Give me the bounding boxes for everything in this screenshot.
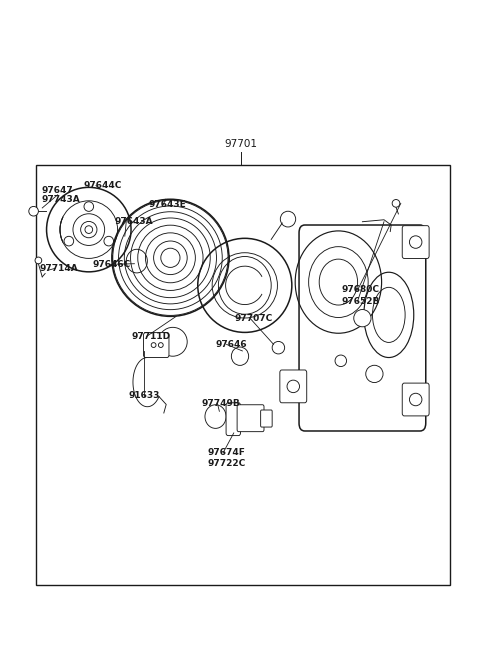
FancyBboxPatch shape — [299, 225, 426, 431]
Text: 97743A: 97743A — [42, 195, 81, 204]
Text: 97643A: 97643A — [114, 217, 153, 226]
Text: 97701: 97701 — [225, 139, 257, 149]
Text: 97722C: 97722C — [207, 459, 246, 468]
FancyBboxPatch shape — [261, 410, 272, 427]
Ellipse shape — [366, 365, 383, 382]
Ellipse shape — [335, 355, 347, 367]
Text: 97749B: 97749B — [202, 399, 240, 408]
Ellipse shape — [409, 393, 422, 406]
Text: 97714A: 97714A — [39, 264, 78, 273]
Text: 97644C: 97644C — [84, 181, 122, 190]
Text: 97680C: 97680C — [342, 285, 380, 295]
Text: 97643E: 97643E — [149, 200, 187, 209]
Ellipse shape — [158, 342, 163, 348]
Text: 97646: 97646 — [215, 340, 247, 349]
Ellipse shape — [151, 342, 156, 348]
FancyBboxPatch shape — [280, 370, 307, 403]
Bar — [36, 165, 450, 585]
Text: 97646C: 97646C — [92, 260, 131, 269]
FancyBboxPatch shape — [144, 333, 169, 358]
Text: 97707C: 97707C — [234, 314, 273, 323]
Ellipse shape — [287, 380, 300, 393]
Ellipse shape — [29, 207, 38, 216]
FancyBboxPatch shape — [226, 403, 240, 436]
Text: 97652B: 97652B — [342, 297, 380, 306]
Ellipse shape — [354, 310, 371, 327]
Text: 97674F: 97674F — [207, 448, 245, 457]
Ellipse shape — [409, 236, 422, 249]
Text: 91633: 91633 — [129, 391, 160, 400]
Ellipse shape — [272, 341, 285, 354]
FancyBboxPatch shape — [402, 226, 429, 258]
Ellipse shape — [392, 199, 400, 207]
Text: 97711D: 97711D — [132, 332, 171, 341]
Ellipse shape — [35, 257, 42, 264]
FancyBboxPatch shape — [402, 383, 429, 416]
FancyBboxPatch shape — [237, 405, 264, 432]
Text: 97647: 97647 — [42, 186, 73, 195]
